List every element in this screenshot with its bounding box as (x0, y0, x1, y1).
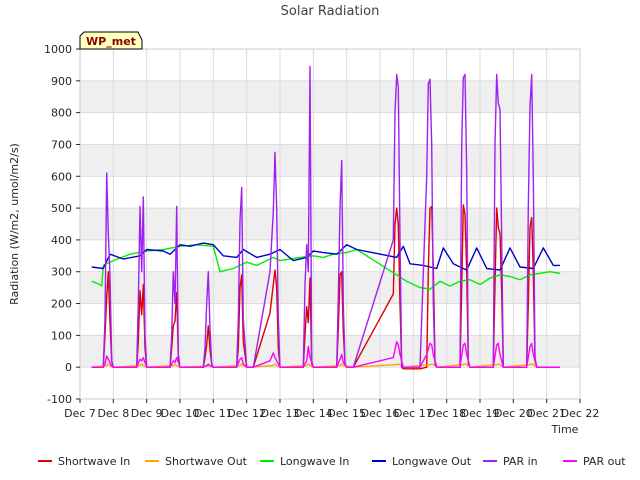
plot-band (80, 80, 580, 113)
x-tick-label: Dec 15 (327, 407, 366, 420)
plot-band (80, 208, 580, 240)
site-tag-badge: WP_met (79, 31, 143, 50)
plot-frame (79, 48, 581, 400)
y-tick-label: -100 (47, 393, 72, 406)
x-tick-label: Dec 7 (64, 407, 96, 420)
x-tick-label: Dec 14 (294, 407, 333, 420)
x-tick-label: Dec 21 (527, 407, 566, 420)
x-tick-label: Dec 16 (361, 407, 400, 420)
x-tick-label: Dec 19 (461, 407, 500, 420)
legend: Shortwave In Shortwave Out Longwave In Long… (38, 455, 626, 468)
y-tick-label: 300 (51, 266, 72, 279)
chart-title: Solar Radiation (281, 4, 380, 19)
x-tick-label: Dec 11 (194, 407, 233, 420)
plot-band (80, 144, 580, 177)
x-tick-label: Dec 17 (394, 407, 433, 420)
x-tick-label: Dec 8 (97, 407, 129, 420)
y-tick-label: 100 (51, 329, 72, 342)
x-tick-label: Dec 12 (227, 407, 266, 420)
x-tick-label: Dec 18 (427, 407, 466, 420)
legend-label-par-out: PAR out (583, 455, 626, 468)
y-tick-label: 400 (51, 234, 72, 247)
x-tick-label: Dec 20 (494, 407, 533, 420)
legend-label-shortwave-out: Shortwave Out (165, 455, 248, 468)
plot-band (80, 49, 580, 81)
plot-band (80, 112, 580, 145)
plot-band (80, 367, 580, 399)
y-tick-label: 0 (65, 361, 72, 374)
site-tag-box (79, 31, 143, 50)
y-tick-label: 500 (51, 202, 72, 215)
plot-background-bands (80, 49, 580, 399)
plot-band (80, 335, 580, 368)
y-axis-title: Radiation (W/m2, umol/m2/s) (8, 143, 21, 305)
series-layer (91, 65, 561, 370)
y-tick-label: 700 (51, 138, 72, 151)
plot-band (80, 303, 580, 336)
site-tag-label: WP_met (86, 35, 136, 48)
y-tick-label: 600 (51, 170, 72, 183)
y-tick-label: 1000 (44, 43, 72, 56)
x-tick-label: Dec 10 (161, 407, 200, 420)
x-tick-label: Dec 13 (261, 407, 300, 420)
x-tick-label: Dec 9 (131, 407, 163, 420)
plot-band (80, 271, 580, 304)
series-line-par-out (91, 341, 560, 368)
y-axis-ticks: -100 0 100 200 300 400 500 600 700 800 900 1000 (44, 43, 80, 406)
x-tick-label: Dec 22 (561, 407, 600, 420)
legend-label-longwave-in: Longwave In (280, 455, 349, 468)
legend-label-shortwave-in: Shortwave In (58, 455, 130, 468)
plot-band (80, 176, 580, 209)
y-tick-label: 200 (51, 298, 72, 311)
y-tick-label: 900 (51, 75, 72, 88)
x-axis-title: Time (551, 423, 579, 436)
series-line-longwave-out (91, 242, 560, 271)
legend-label-par-in: PAR in (503, 455, 538, 468)
y-tick-label: 800 (51, 107, 72, 120)
legend-label-longwave-out: Longwave Out (392, 455, 472, 468)
